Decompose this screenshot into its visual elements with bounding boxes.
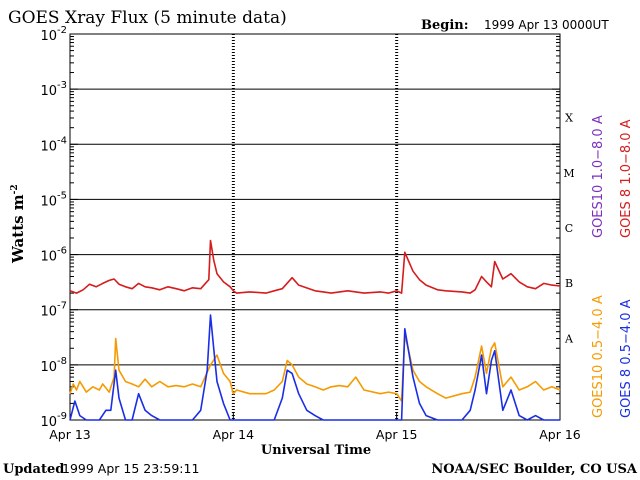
x-axis-ticks: Apr 13 Apr 14 Apr 15 Apr 16 — [49, 412, 581, 442]
series-line — [69, 239, 561, 294]
x-tick-label: Apr 16 — [539, 427, 581, 442]
flare-class-label: C — [565, 222, 573, 235]
flare-class-label: X — [565, 112, 573, 125]
y-tick-label: 10-4 — [40, 135, 67, 154]
y-axis-ticks: 10-9 10-8 10-7 10-6 10-5 10-4 10-3 10-2 — [40, 25, 560, 430]
day-dividers — [231, 34, 399, 420]
y-tick-label: 10-5 — [40, 190, 67, 209]
y-tick-label: 10-9 — [40, 411, 67, 430]
y-axis-label: Watts m-2 — [9, 184, 27, 264]
legend-entry: GOES 8 0.5−4.0 A — [619, 299, 634, 418]
flare-class-label: M — [563, 167, 574, 180]
y-tick-label: 10-2 — [40, 25, 67, 44]
grid-layer — [70, 88, 560, 366]
plot-frame — [69, 33, 561, 421]
y-tick-label: 10-7 — [40, 301, 67, 320]
y-tick-label: 10-6 — [40, 246, 67, 265]
x-tick-label: Apr 15 — [376, 427, 418, 442]
legend-entry: GOES 8 1.0−8.0 A — [619, 119, 634, 238]
y-tick-label: 10-3 — [40, 80, 67, 99]
x-axis-label: Universal Time — [261, 443, 371, 458]
series-line — [69, 314, 560, 421]
credit-text: NOAA/SEC Boulder, CO USA — [431, 462, 638, 477]
series-layer — [69, 239, 561, 421]
x-tick-label: Apr 14 — [213, 427, 255, 442]
begin-label: Begin: — [421, 18, 469, 33]
legend-entry: GOES10 0.5−4.0 A — [591, 295, 606, 418]
legend: GOES10 1.0−8.0 A GOES 8 1.0−8.0 A GOES10 0… — [591, 115, 634, 418]
begin-value: 1999 Apr 13 0000UT — [484, 18, 609, 32]
x-tick-label: Apr 13 — [49, 427, 91, 442]
series-line — [69, 334, 561, 402]
chart-title: GOES Xray Flux (5 minute data) — [8, 8, 287, 28]
legend-entry: GOES10 1.0−8.0 A — [591, 115, 606, 238]
y-tick-label: 10-8 — [40, 356, 67, 375]
updated-label: Updated — [3, 462, 64, 477]
flare-class-labels: A B C M X — [563, 112, 574, 346]
flare-class-label: A — [564, 332, 574, 345]
flare-class-label: B — [565, 277, 573, 290]
updated-value: 1999 Apr 15 23:59:11 — [62, 461, 199, 476]
